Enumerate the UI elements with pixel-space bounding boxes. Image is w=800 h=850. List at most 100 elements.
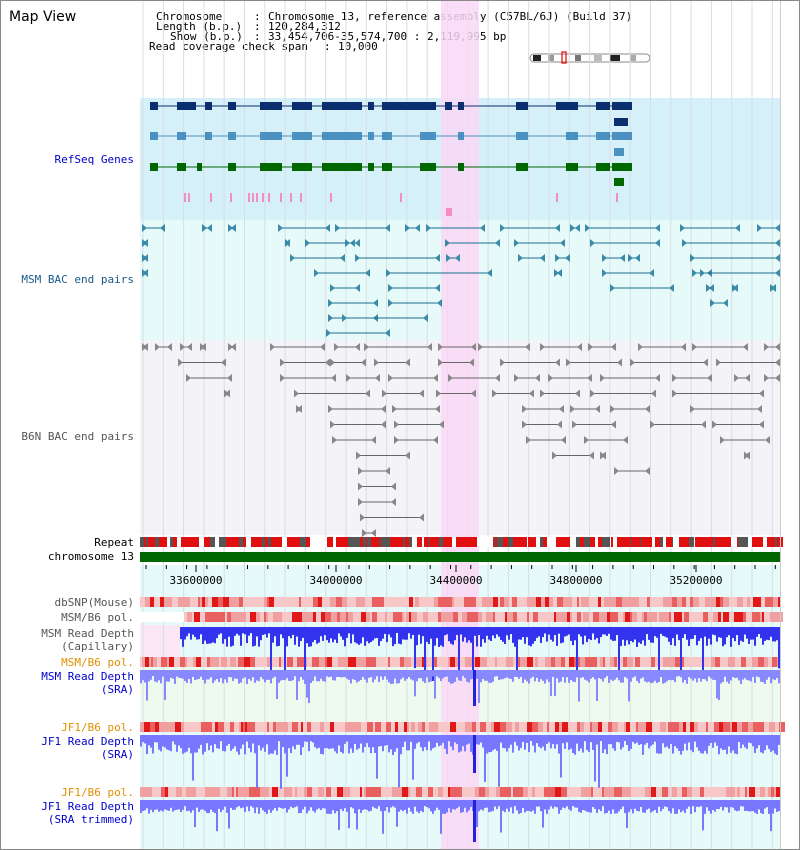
dbsnp-cell — [456, 597, 459, 607]
dbsnp-cell — [184, 597, 190, 607]
depth-bar — [672, 800, 674, 809]
depth-bar — [640, 735, 642, 745]
depth-bar — [428, 627, 430, 645]
depth-bar — [594, 670, 596, 680]
depth-bar — [692, 735, 694, 753]
depth-bar — [264, 800, 266, 813]
msm-b6-pol-cell — [406, 657, 411, 667]
depth-bar — [184, 627, 186, 640]
bac-end — [419, 513, 424, 522]
bac-end — [419, 389, 424, 398]
depth-bar — [616, 670, 618, 678]
jf1-b6-pol-cell — [448, 787, 450, 797]
depth-bar — [408, 670, 410, 677]
msm-b6-pol-cell — [480, 612, 482, 622]
depth-bar — [452, 670, 454, 684]
depth-bar — [294, 735, 296, 750]
bac-end — [385, 467, 390, 475]
bac-end — [448, 374, 453, 382]
msm-b6-pol-cell — [577, 612, 581, 622]
depth-bar — [662, 735, 664, 744]
msm-b6-pol-cell — [157, 657, 161, 667]
depth-bar — [202, 735, 204, 755]
depth-bar — [734, 670, 736, 679]
depth-bar — [476, 627, 478, 647]
depth-bar — [348, 627, 350, 634]
chromosome-bar[interactable] — [140, 552, 780, 562]
label-jf1-depth-sra: JF1 Read Depth — [41, 735, 134, 748]
depth-bar — [362, 800, 364, 811]
msm-b6-pol-cell — [556, 612, 562, 622]
bac-end — [745, 374, 750, 382]
repeat-element — [622, 537, 625, 547]
header-sep-3: : — [254, 30, 261, 43]
msm-b6-pol-cell — [325, 657, 327, 667]
depth-bar — [392, 627, 394, 647]
label-msm-depth-cap: MSM Read Depth — [41, 627, 134, 640]
depth-bar — [588, 627, 590, 639]
jf1-b6-pol-cell — [251, 722, 255, 732]
label-jf1-b6-pol-1: JF1/B6 pol. — [61, 721, 134, 734]
depth-bar — [146, 735, 148, 754]
depth-bar — [296, 670, 298, 700]
depth-bar — [284, 670, 286, 681]
depth-bar — [386, 670, 388, 680]
depth-bar — [616, 735, 618, 742]
msm-b6-pol-cell — [210, 657, 216, 667]
dbsnp-cell — [720, 597, 723, 607]
msm-b6-pol-cell — [443, 657, 448, 667]
jf1-b6-pol-cell — [243, 722, 245, 732]
gene-exon — [445, 102, 452, 110]
depth-bar — [580, 627, 582, 637]
label-msm-b6-pol-1: MSM/B6 pol. — [61, 611, 134, 624]
depth-bar — [198, 800, 200, 812]
repeat-track[interactable] — [140, 537, 783, 547]
depth-bar — [366, 735, 368, 744]
jf1-b6-pol-cell — [486, 722, 491, 732]
dbsnp-cell — [716, 597, 720, 607]
refseq-genes-track[interactable] — [150, 102, 632, 216]
repeat-element — [199, 537, 204, 547]
depth-bar — [362, 627, 364, 638]
depth-bar — [432, 627, 434, 682]
msm-b6-pol-cell — [642, 612, 644, 622]
depth-bar — [260, 627, 262, 641]
bac-end — [500, 224, 505, 232]
depth-bar — [524, 670, 526, 680]
depth-bar — [234, 800, 236, 810]
msm-b6-pol-cell — [669, 657, 675, 667]
bac-end — [435, 284, 440, 292]
gene-exon — [260, 102, 282, 110]
depth-bar — [570, 800, 572, 811]
repeat-element — [148, 537, 150, 547]
jf1-b6-pol-cell — [765, 787, 768, 797]
depth-bar — [718, 627, 720, 638]
repeat-element — [443, 537, 446, 547]
depth-bar — [730, 627, 732, 647]
msm-b6-pol-cell — [264, 612, 266, 622]
depth-bar — [320, 800, 322, 811]
depth-bar — [358, 627, 360, 645]
jf1-b6-pol-cell — [771, 787, 774, 797]
depth-bar — [424, 627, 426, 679]
depth-bar — [188, 735, 190, 748]
depth-bar — [584, 627, 586, 636]
depth-bar — [368, 627, 370, 644]
msm-bac-track[interactable] — [142, 224, 780, 337]
depth-bar — [470, 800, 472, 807]
jf1-b6-pol-cell — [202, 787, 205, 797]
depth-bar — [646, 627, 648, 635]
repeat-element — [683, 537, 689, 547]
depth-bar — [654, 670, 656, 681]
depth-bar — [580, 735, 582, 749]
read-depth-tracks[interactable] — [140, 627, 780, 842]
depth-bar — [568, 800, 570, 810]
depth-bar — [432, 670, 434, 677]
depth-bar — [624, 735, 626, 742]
msm-b6-pol-cell — [460, 657, 465, 667]
depth-bar — [510, 735, 512, 745]
highlight-region[interactable] — [441, 0, 479, 850]
b6n-bac-track[interactable] — [142, 343, 780, 537]
bac-end — [328, 405, 333, 413]
